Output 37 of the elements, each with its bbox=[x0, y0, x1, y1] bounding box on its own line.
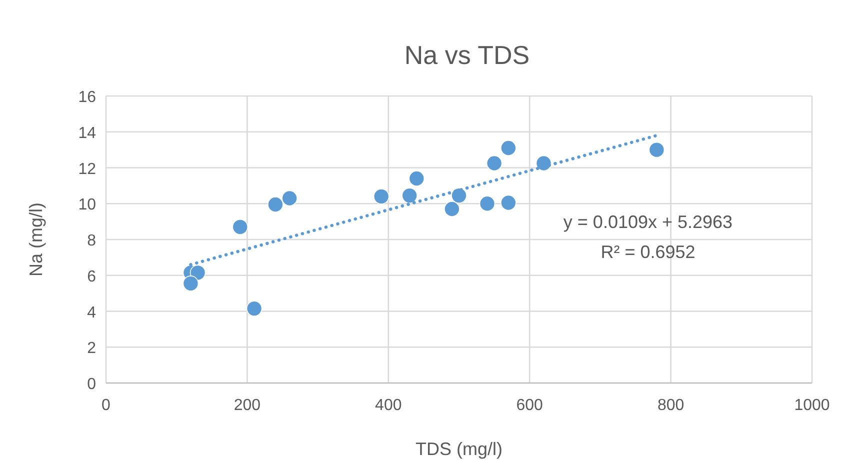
y-tick-label: 4 bbox=[87, 304, 96, 322]
point bbox=[246, 300, 262, 316]
point bbox=[536, 155, 552, 172]
y-tick-label: 6 bbox=[87, 268, 96, 286]
y-tick-label: 2 bbox=[87, 340, 96, 358]
x-tick-label: 600 bbox=[516, 397, 544, 414]
y-tick-label: 10 bbox=[78, 196, 96, 214]
point bbox=[182, 276, 199, 292]
point bbox=[486, 155, 502, 172]
point bbox=[479, 196, 496, 212]
point bbox=[282, 190, 298, 206]
y-tick-label: 12 bbox=[78, 160, 96, 178]
x-tick-label: 0 bbox=[102, 397, 111, 414]
y-tick-label: 0 bbox=[87, 376, 96, 393]
x-tick-label: 1000 bbox=[794, 397, 830, 414]
point bbox=[444, 201, 460, 217]
point bbox=[402, 188, 418, 204]
point bbox=[648, 142, 665, 158]
x-tick-label: 800 bbox=[657, 397, 684, 414]
point bbox=[190, 264, 206, 281]
point bbox=[232, 219, 248, 235]
x-tick-label: 200 bbox=[234, 397, 261, 414]
x-tick-label: 400 bbox=[375, 397, 402, 414]
x-axis-title: TDS (mg/l) bbox=[416, 439, 502, 459]
point bbox=[451, 188, 467, 204]
annotation: R² = 0.6952 bbox=[600, 242, 696, 262]
y-tick-label: 16 bbox=[78, 89, 96, 106]
point bbox=[373, 188, 390, 204]
point bbox=[500, 140, 516, 156]
y-tick-label: 14 bbox=[78, 124, 96, 142]
y-axis-title: Na (mg/l) bbox=[26, 202, 46, 277]
y-tick-label: 8 bbox=[87, 232, 96, 250]
chart-title: Na vs TDS bbox=[404, 40, 530, 70]
point bbox=[500, 194, 516, 211]
point bbox=[408, 170, 425, 186]
point bbox=[268, 196, 284, 212]
annotation: y = 0.0109x + 5.2963 bbox=[563, 212, 733, 232]
